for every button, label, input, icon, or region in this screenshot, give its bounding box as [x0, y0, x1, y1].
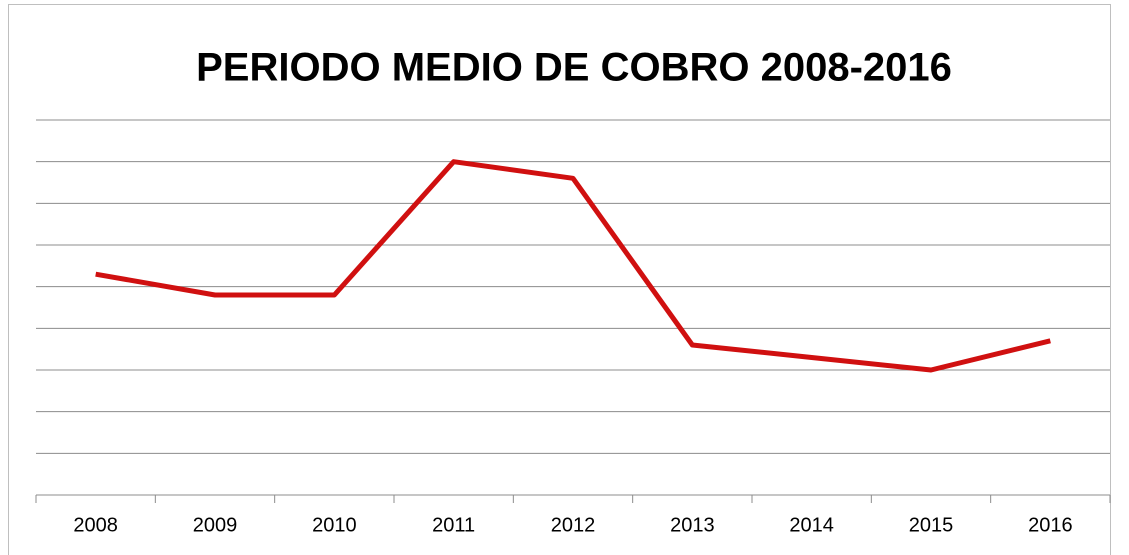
x-tick-label: 2010: [312, 514, 357, 536]
x-tick-label: 2009: [193, 514, 238, 536]
line-series: [95, 159, 1051, 373]
x-tick-label: 2011: [432, 514, 475, 536]
x-tick-label: 2012: [551, 514, 596, 536]
chart-frame: [8, 4, 1111, 555]
x-tick-label: 2015: [909, 514, 954, 536]
x-tick-label: 2008: [73, 514, 118, 536]
x-tick-label: 2014: [789, 514, 834, 536]
x-tick-label: 2013: [670, 514, 715, 536]
x-tick-label: 2016: [1028, 514, 1073, 536]
chart-title: PERIODO MEDIO DE COBRO 2008-2016: [196, 46, 952, 90]
